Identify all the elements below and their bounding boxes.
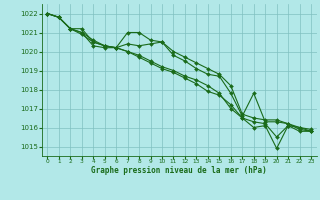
X-axis label: Graphe pression niveau de la mer (hPa): Graphe pression niveau de la mer (hPa)	[91, 166, 267, 175]
